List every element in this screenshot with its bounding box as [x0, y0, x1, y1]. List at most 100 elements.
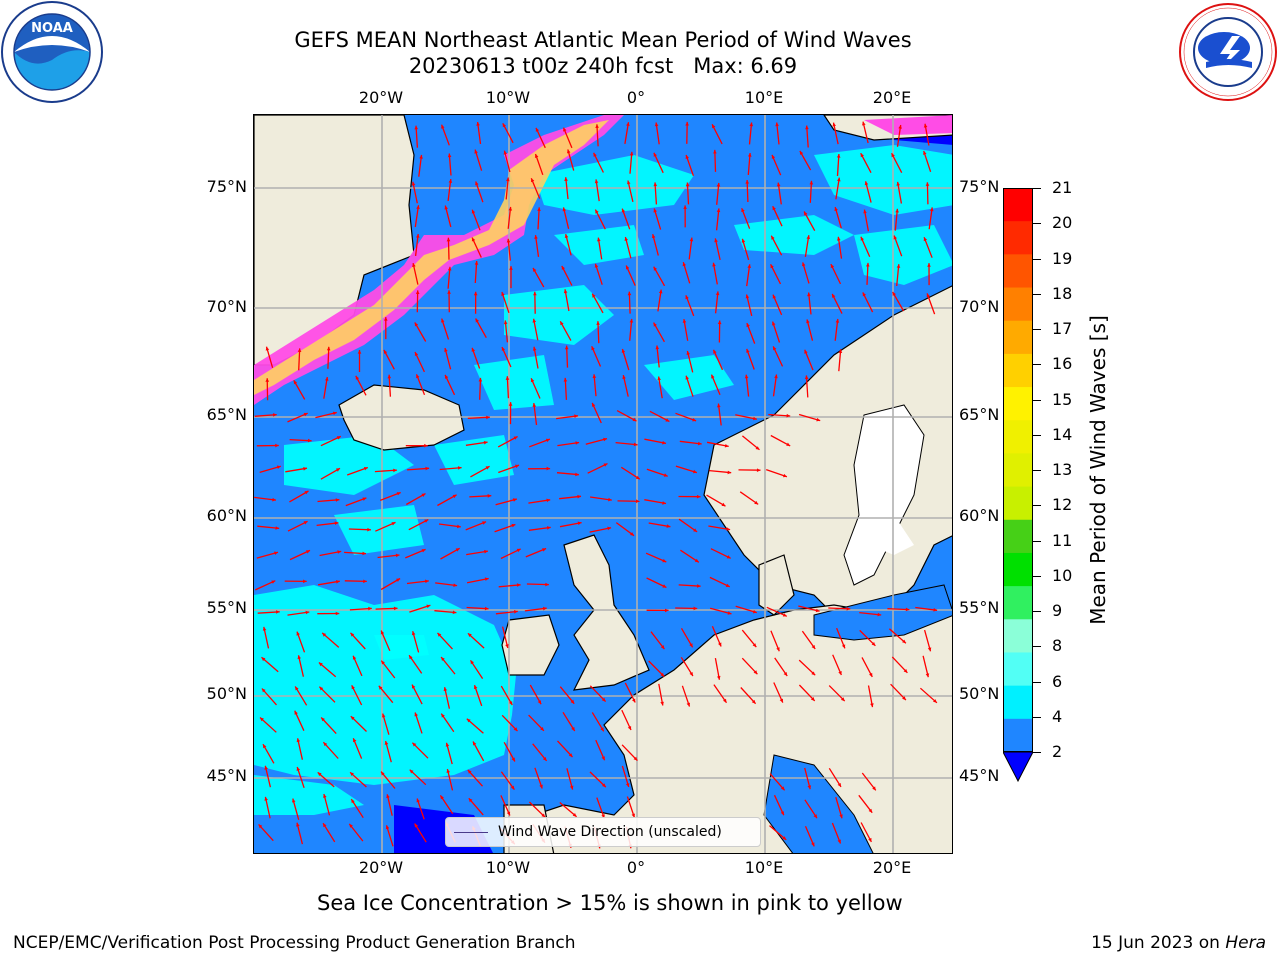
wind-wave-arrow — [746, 348, 755, 370]
colorbar-tick-label: 2 — [1052, 742, 1063, 761]
wind-wave-arrow — [348, 527, 371, 532]
wind-wave-arrow — [437, 494, 457, 507]
legend-label: Wind Wave Direction (unscaled) — [498, 824, 722, 840]
colorbar-tick-mark — [1033, 223, 1041, 225]
colorbar-tick-mark — [1033, 681, 1041, 683]
wind-wave-arrow — [529, 684, 542, 705]
wind-wave-arrow — [773, 682, 784, 703]
wind-wave-arrow — [594, 209, 606, 230]
wind-wave-arrow — [680, 549, 700, 563]
wind-wave-arrow — [563, 377, 568, 400]
wind-wave-arrow — [741, 629, 757, 648]
wind-wave-arrow — [716, 182, 721, 205]
wind-wave-arrow — [467, 769, 483, 787]
wind-wave-arrow — [712, 349, 724, 371]
wind-wave-arrow — [414, 233, 420, 256]
colorbar-tick-mark — [1033, 611, 1041, 612]
wind-wave-arrow — [896, 264, 901, 287]
wind-wave-arrow — [350, 798, 364, 819]
lat-label-right-50n: 50°N — [959, 684, 1000, 703]
colorbar-extend-triangle — [1003, 751, 1033, 782]
wind-wave-arrow — [497, 435, 518, 448]
wind-wave-arrow — [559, 494, 582, 500]
wind-wave-arrow — [807, 292, 812, 315]
wind-wave-arrow — [595, 739, 606, 761]
lon-label-top-20w: 20°W — [358, 88, 404, 107]
wind-wave-arrow — [257, 610, 280, 614]
wind-wave-arrow — [563, 289, 570, 312]
wind-wave-arrow — [804, 799, 818, 819]
wind-wave-arrow — [835, 627, 846, 649]
wind-wave-arrow — [533, 291, 537, 314]
wind-wave-arrow — [799, 150, 812, 171]
wind-wave-arrow — [296, 766, 305, 789]
wind-wave-arrow — [375, 521, 396, 532]
wind-wave-arrow — [927, 263, 931, 286]
wind-wave-arrow — [440, 713, 455, 733]
wind-wave-arrow — [375, 606, 398, 611]
wind-wave-arrow — [346, 466, 369, 476]
wind-wave-arrow — [465, 521, 487, 531]
colorbar-tick-mark — [1033, 716, 1041, 718]
wind-wave-arrow — [284, 579, 307, 584]
wind-wave-arrow — [495, 498, 518, 506]
wind-wave-arrow — [892, 291, 905, 312]
white-sea-patch — [864, 515, 914, 555]
wind-wave-arrow — [382, 713, 390, 735]
wind-wave-arrow — [655, 345, 660, 368]
wind-wave-arrow — [537, 207, 541, 230]
sea-patch-mid — [254, 585, 516, 785]
wind-wave-arrow — [591, 346, 602, 367]
wind-wave-arrow — [440, 656, 456, 675]
wind-wave-arrow — [860, 822, 872, 843]
lon-label-top-20e: 20°E — [872, 88, 912, 107]
wind-wave-arrow — [828, 767, 842, 788]
wind-wave-arrow — [681, 685, 691, 707]
wind-wave-arrow — [863, 209, 870, 232]
wind-wave-arrow — [408, 654, 423, 674]
wind-wave-arrow — [915, 606, 938, 612]
colorbar-band — [1003, 652, 1033, 687]
wind-wave-arrow — [318, 686, 336, 703]
wind-wave-arrow — [747, 152, 752, 175]
wind-wave-arrow — [837, 236, 843, 259]
wind-wave-arrow — [772, 374, 778, 397]
wind-wave-arrow — [802, 262, 810, 284]
wind-wave-arrow — [259, 465, 281, 474]
wind-wave-arrow — [348, 823, 364, 842]
map-canvas — [254, 115, 952, 853]
wind-wave-arrow — [405, 548, 426, 559]
wind-wave-arrow — [501, 346, 512, 368]
wind-wave-arrow — [675, 412, 697, 422]
wind-wave-arrow — [296, 631, 306, 653]
lon-label-top-10e: 10°E — [744, 88, 784, 107]
wind-wave-arrow — [768, 413, 791, 418]
wind-wave-arrow — [296, 822, 304, 845]
wind-wave-arrow — [526, 582, 549, 587]
colorbar-tick-label: 14 — [1052, 424, 1073, 444]
wind-wave-arrow — [831, 293, 843, 314]
footer-date: 15 Jun 2023 on Hera — [1091, 933, 1266, 953]
wind-wave-arrow — [473, 291, 478, 314]
wind-wave-arrow — [772, 294, 783, 316]
wind-wave-arrow — [831, 822, 842, 844]
wind-wave-arrow — [262, 743, 275, 764]
wind-wave-arrow — [318, 662, 337, 678]
wind-wave-arrow — [409, 769, 427, 786]
wind-wave-arrow — [469, 659, 484, 679]
lat-label-left-70n: 70°N — [206, 297, 247, 316]
colorbar-band — [1003, 287, 1033, 322]
wind-wave-direction-arrows — [254, 121, 938, 849]
wind-wave-arrow — [657, 289, 663, 312]
wind-wave-arrow — [265, 378, 270, 401]
wind-wave-arrow — [532, 743, 548, 762]
wind-wave-arrow — [297, 655, 305, 677]
wind-wave-arrow — [264, 796, 271, 819]
wind-wave-arrow — [594, 179, 600, 202]
colorbar-tick-mark — [1033, 575, 1041, 577]
wind-wave-arrow — [345, 497, 367, 507]
wind-wave-arrow — [617, 499, 640, 504]
wind-wave-arrow — [685, 295, 695, 317]
wind-wave-arrow — [344, 551, 367, 556]
wind-wave-arrow — [741, 435, 760, 451]
